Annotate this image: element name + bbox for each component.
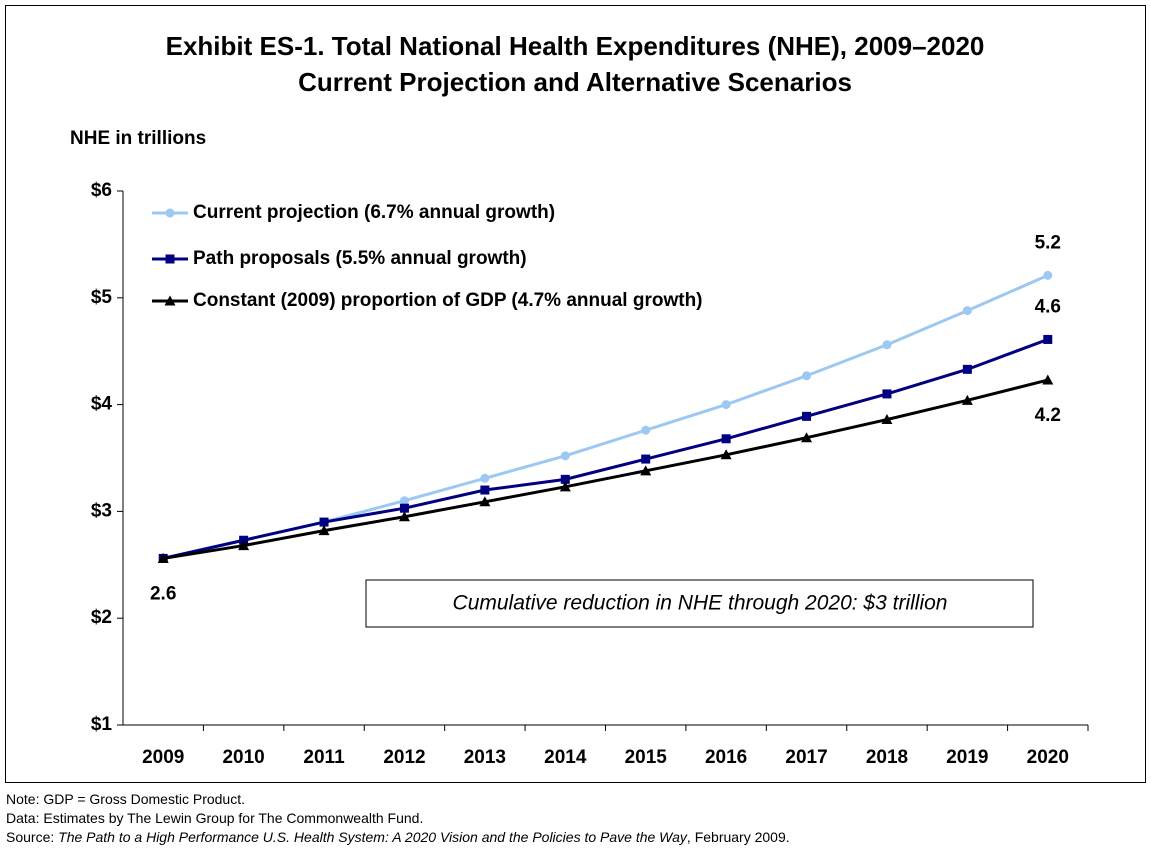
data-point [720,449,732,460]
page: Exhibit ES-1. Total National Health Expe… [5,5,1146,845]
data-point [721,400,731,410]
data-point [962,364,972,374]
data-point [882,340,892,350]
data-point [641,425,651,435]
data-point [802,371,812,381]
data-point [480,485,490,495]
legend-marker [165,208,175,218]
x-tick-label: 2017 [785,747,827,768]
x-tick-label: 2012 [383,747,425,768]
y-tick-label: $6 [91,180,112,201]
data-point [318,525,330,536]
frame [5,5,1146,783]
data-point [560,474,570,484]
data-point [560,451,570,461]
data-label: 4.6 [1035,296,1061,317]
y-tick-label: $2 [91,607,112,628]
data-point [1043,270,1053,280]
data-label: 4.2 [1035,405,1061,426]
x-tick-label: 2013 [464,747,506,768]
legend-label: Current projection (6.7% annual growth) [193,202,555,223]
note: Note: GDP = Gross Domestic Product. [6,791,245,807]
chart: Exhibit ES-1. Total National Health Expe… [5,5,1146,783]
source-suffix: , February 2009. [686,829,790,845]
x-tick-label: 2020 [1027,747,1069,768]
y-tick-label: $4 [91,394,113,415]
data-point [157,552,169,563]
legend-marker [165,254,175,264]
series-line [162,378,1049,560]
y-tick-label: $3 [91,500,112,521]
data-label: 5.2 [1035,232,1061,253]
y-axis-label: NHE in trillions [70,128,206,149]
annotation: Cumulative reduction in NHE through 2020… [453,592,948,615]
legend-label: Constant (2009) proportion of GDP (4.7% … [193,290,703,311]
data-point [882,389,892,399]
chart-title: Exhibit ES-1. Total National Health Expe… [166,31,985,61]
legend-marker [164,295,176,306]
data-point [399,496,409,506]
legend-label: Path proposals (5.5% annual growth) [193,248,527,269]
data-point [962,306,972,316]
data-point [238,540,250,551]
data-point [480,473,490,483]
data-point [1042,374,1054,385]
data-point [961,394,973,405]
notes: Note: GDP = Gross Domestic Product. Data… [6,790,790,847]
data-point [399,503,409,513]
series-line [162,338,1049,560]
data-point [641,454,651,464]
x-tick-label: 2018 [866,747,908,768]
data-point [398,511,410,522]
data-label: 2.6 [150,583,176,604]
data-point [479,496,491,507]
data-point [640,465,652,476]
data-point [801,432,813,443]
series-line [162,273,1049,560]
data-point [559,481,571,492]
x-tick-label: 2014 [544,747,587,768]
x-tick-label: 2011 [303,747,345,768]
source: Source: The Path to a High Performance U… [6,828,790,847]
data-point [802,411,812,421]
data-note: Data: Estimates by The Lewin Group for T… [6,810,424,826]
x-tick-label: 2016 [705,747,747,768]
x-tick-label: 2019 [946,747,988,768]
data-point [1043,334,1053,344]
y-tick-label: $5 [91,287,113,308]
x-tick-label: 2010 [222,747,264,768]
data-point [319,517,329,527]
data-point [721,434,731,444]
source-prefix: Source: [6,829,59,845]
source-title: The Path to a High Performance U.S. Heal… [58,829,687,845]
chart-subtitle: Current Projection and Alternative Scena… [298,67,852,97]
annotation-box [365,579,1034,628]
y-tick-label: $1 [91,714,113,735]
data-point [881,414,893,425]
x-tick-label: 2009 [142,747,184,768]
x-tick-label: 2015 [625,747,668,768]
